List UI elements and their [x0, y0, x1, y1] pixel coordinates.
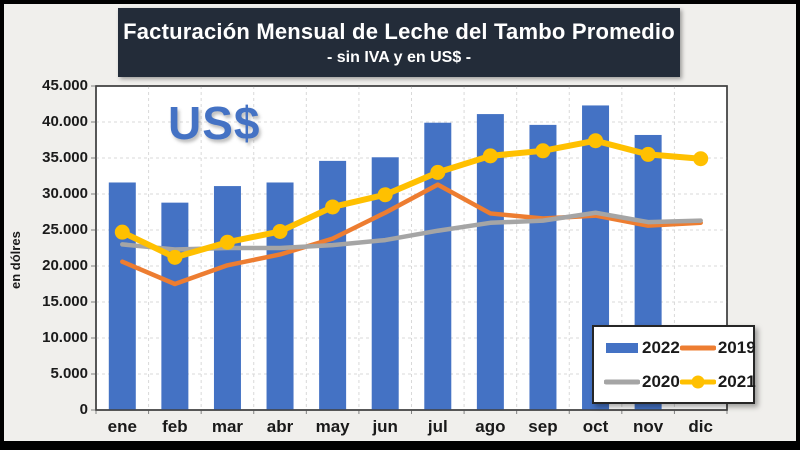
marker-2021 [325, 199, 341, 215]
x-tick-label: ene [107, 417, 137, 436]
marker-2021 [693, 151, 709, 167]
bar-2022 [266, 182, 294, 410]
plot-area [91, 85, 728, 414]
y-tick-label: 10.000 [42, 329, 88, 346]
y-tick-label: 40.000 [42, 113, 88, 130]
x-tick-label: ago [475, 417, 506, 436]
marker-2021 [272, 223, 288, 239]
x-tick-label: jun [372, 417, 398, 436]
x-tick-label: sep [528, 417, 558, 436]
y-tick-label: 5.000 [50, 365, 88, 382]
y-tick-label: 30.000 [42, 185, 88, 202]
x-tick-label: abr [266, 417, 294, 436]
y-tick-label: 15.000 [42, 293, 88, 310]
y-tick-label: 0 [79, 401, 88, 418]
marker-2021 [588, 133, 604, 149]
x-tick-label: dic [688, 417, 713, 436]
legend-swatch-2021 [679, 375, 716, 388]
y-tick-label: 45.000 [42, 77, 88, 94]
x-tick-label: jul [427, 417, 448, 436]
y-tick-label: 25.000 [42, 221, 88, 238]
bar-2022 [529, 124, 557, 410]
marker-2021 [535, 143, 551, 159]
currency-annotation: US$ [168, 97, 261, 149]
marker-2021 [114, 224, 130, 240]
y-tick-label: 35.000 [42, 149, 88, 166]
legend-item-2020: 2020 [604, 372, 680, 392]
marker-2021 [377, 187, 393, 203]
x-tick-label: may [315, 417, 350, 436]
legend-label: 2021 [717, 371, 756, 391]
legend-swatch-2019 [679, 345, 716, 350]
bar-2022 [319, 160, 347, 410]
line-2020 [120, 210, 703, 252]
marker-2021 [219, 234, 235, 250]
marker-2021 [430, 164, 446, 180]
legend-label: 2019 [717, 337, 756, 357]
plot-border [95, 85, 728, 411]
legend-item-2019: 2019 [679, 337, 756, 358]
bar-2022 [108, 182, 136, 410]
marker-2021 [640, 146, 656, 162]
x-tick-label: feb [162, 417, 188, 436]
bar-2022 [161, 202, 189, 410]
x-tick-label: oct [582, 417, 609, 436]
legend-label: 2022 [642, 337, 680, 357]
y-axis-title: en dólres [8, 231, 23, 289]
legend-label: 2020 [642, 371, 680, 391]
legend-item-2021: 2021 [679, 371, 756, 392]
marker-2021 [482, 148, 498, 164]
legend-swatch-2020 [604, 379, 640, 384]
line-2019 [120, 182, 703, 287]
chart-title: Facturación Mensual de Leche del Tambo P… [123, 18, 675, 44]
bar-2022 [476, 114, 504, 410]
y-tick-label: 20.000 [42, 257, 88, 274]
legend-item-2022: 2022 [604, 338, 680, 358]
x-tick-label: mar [211, 417, 244, 436]
chart-title-box: Facturación Mensual de Leche del Tambo P… [118, 8, 680, 77]
line-2021 [119, 137, 704, 261]
x-tick-label: nov [633, 417, 664, 436]
legend: 2022 2019 2020 2021 [592, 325, 756, 404]
bar-2022 [213, 186, 241, 410]
chart-subtitle: - sin IVA y en US$ - [326, 48, 472, 66]
legend-swatch-2022 [606, 342, 638, 353]
marker-2021 [167, 249, 183, 265]
